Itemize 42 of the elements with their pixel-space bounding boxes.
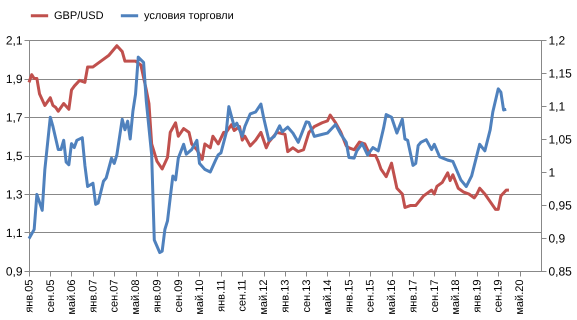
y2-tick-label: 1,1 (548, 100, 566, 114)
y-tick-label: 1,7 (6, 110, 23, 124)
x-tick-label: янв.11 (215, 280, 228, 312)
x-tick-label: май.08 (130, 280, 142, 315)
x-tick-label: сен.13 (300, 280, 313, 312)
x-tick-label: май.12 (258, 280, 270, 315)
x-tick-label: янв.19 (471, 280, 484, 313)
y2-tick-label: 0,95 (548, 198, 572, 212)
y-tick-label: 0,9 (6, 264, 23, 278)
x-tick-label: сен.05 (44, 280, 57, 312)
x-tick-label: сен.17 (428, 280, 441, 312)
x-tick-label: янв.07 (87, 280, 100, 313)
y2-tick-label: 0,85 (548, 264, 572, 278)
y2-tick-label: 1 (548, 166, 556, 180)
y2-tick-label: 1,05 (548, 132, 572, 146)
y-tick-label: 1,1 (6, 226, 23, 240)
y-tick-label: 1,5 (6, 149, 23, 163)
x-tick-label: май.10 (194, 280, 206, 315)
legend-label: GBP/USD (54, 10, 104, 22)
y2-tick-label: 0,9 (548, 232, 566, 246)
x-tick-label: май.14 (322, 280, 334, 315)
x-tick-label: сен.09 (172, 280, 185, 312)
x-tick-label: май.16 (386, 280, 398, 315)
y2-tick-label: 1,2 (548, 34, 566, 48)
y2-tick-label: 1,15 (548, 66, 572, 80)
x-tick-label: май.06 (66, 280, 78, 315)
x-tick-label: янв.09 (152, 280, 164, 313)
y-tick-label: 1,9 (6, 72, 23, 86)
x-tick-label: янв.17 (408, 280, 420, 313)
line-series (28, 56, 508, 254)
x-tick-label: сен.07 (108, 280, 121, 312)
x-tick-label: янв.05 (24, 280, 36, 313)
y-tick-label: 1,3 (6, 188, 23, 202)
y-tick-label: 2,1 (6, 34, 23, 48)
x-tick-label: сен.15 (364, 280, 377, 312)
x-tick-label: сен.11 (236, 280, 249, 312)
legend-label: условия торговли (144, 10, 234, 22)
x-tick-label: сен.19 (492, 280, 505, 312)
x-tick-label: янв.15 (343, 280, 356, 313)
x-tick-label: май.18 (450, 280, 462, 315)
x-tick-label: май.20 (514, 280, 526, 315)
x-tick-label: янв.13 (280, 280, 292, 313)
